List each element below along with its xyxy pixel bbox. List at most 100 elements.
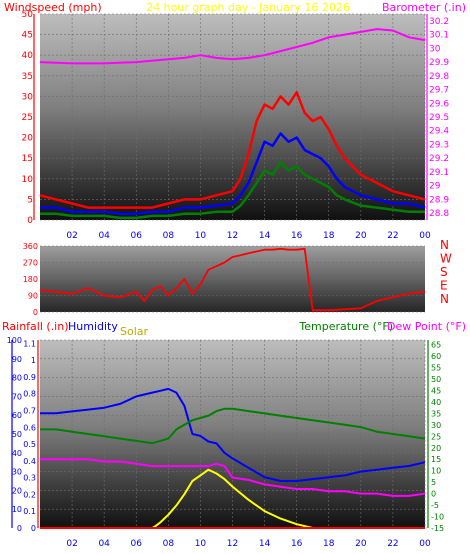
average-line [40, 132, 426, 216]
temperature-tick-label: 0 [431, 490, 436, 499]
weather-x-tick-label: 12 [227, 539, 238, 549]
rainfall-tick-label: 0.9 [23, 373, 36, 382]
temperature-tick-label: 5 [431, 478, 436, 487]
temperature-tick-label: 50 [431, 375, 441, 384]
wind-tick-label: 0 [27, 216, 33, 226]
wind-tick-label: 30 [22, 92, 34, 102]
temperature-line [40, 407, 426, 445]
wind-x-tick-label: 22 [387, 231, 398, 241]
temperature-tick-label: 10 [431, 467, 441, 476]
temperature-tick-label: -5 [431, 501, 439, 510]
humidity-tick-label: 50 [12, 430, 22, 439]
barometer-tick-label: 29.7 [429, 86, 449, 96]
barometer-tick-label: 29.6 [429, 99, 449, 109]
barometer-tick-label: 30.1 [429, 31, 449, 41]
barometer-tick-label: 30.2 [429, 17, 449, 27]
direction-tick-label: 270 [23, 259, 38, 268]
weather-x-tick-label: 14 [259, 539, 271, 549]
barometer-tick-label: 29.2 [429, 154, 449, 164]
temperature-tick-label: 60 [431, 352, 441, 361]
wind-tick-label: 25 [22, 113, 33, 123]
temperature-tick-label: 20 [431, 444, 441, 453]
wind-tick-label: 20 [22, 134, 34, 144]
rainfall-tick-label: 0.6 [23, 423, 36, 432]
humidity-tick-label: 40 [12, 449, 22, 458]
barometer-tick-label: 29 [429, 182, 441, 192]
direction-tick-label: 0 [33, 308, 38, 317]
barometer-line [39, 28, 426, 65]
temperature-tick-label: 25 [431, 432, 441, 441]
rainfall-tick-label: 0.5 [23, 440, 36, 449]
rainfall-tick-label: 0.4 [23, 457, 36, 466]
wind-tick-label: 10 [22, 175, 34, 185]
weather-x-tick-label: 02 [66, 539, 77, 549]
wind-grid [40, 13, 426, 221]
solar-line [40, 468, 425, 529]
weather-x-tick-label: 16 [291, 539, 303, 549]
wind-x-tick-label: 18 [323, 231, 335, 241]
wind-tick-label: 35 [22, 72, 33, 82]
temperature-tick-label: 45 [431, 386, 441, 395]
wind-x-tick-label: 14 [259, 231, 271, 241]
temperature-tick-label: -10 [431, 513, 444, 522]
humidity-tick-label: 0 [17, 524, 22, 533]
barometer-tick-label: 29.4 [429, 127, 449, 137]
humidity-tick-label: 100 [7, 336, 22, 345]
gust-line [39, 91, 426, 209]
rainfall-tick-label: 0.3 [23, 474, 36, 483]
compass-label: W [440, 252, 452, 266]
humidity-tick-label: 10 [12, 505, 22, 514]
wind-tick-label: 45 [22, 31, 33, 41]
humidity-tick-label: 70 [12, 392, 22, 401]
direction-tick-label: 360 [23, 242, 38, 251]
rainfall-tick-label: 0 [31, 524, 36, 533]
wind-x-tick-label: 12 [227, 231, 238, 241]
weather-x-tick-label: 00 [419, 539, 431, 549]
compass-label: N [440, 238, 449, 252]
wind-tick-label: 15 [22, 154, 33, 164]
wind-axis-title: Windspeed (mph) [4, 1, 102, 14]
weather-x-tick-label: 20 [355, 539, 367, 549]
temperature-tick-label: 15 [431, 455, 441, 464]
weather-x-tick-label: 10 [195, 539, 207, 549]
wind-tick-label: 40 [22, 51, 34, 61]
weather-x-tick-label: 18 [323, 539, 335, 549]
wind-x-tick-label: 00 [419, 231, 431, 241]
temperature-tick-label: -15 [431, 524, 444, 533]
direction-tick-label: 90 [28, 292, 38, 301]
wind-x-tick-label: 10 [195, 231, 207, 241]
barometer-axis-title: Barometer (.in) [382, 1, 466, 14]
humidity-line [40, 387, 426, 482]
rainfall-tick-label: 0.7 [23, 407, 36, 416]
humidity-tick-label: 60 [12, 411, 22, 420]
weather-x-tick-label: 04 [98, 539, 110, 549]
rainfall-tick-label: 0.2 [23, 490, 36, 499]
temperature-tick-label: 55 [431, 364, 441, 373]
wind-x-tick-label: 06 [131, 231, 143, 241]
wind-x-tick-label: 20 [355, 231, 367, 241]
wind-x-tick-label: 16 [291, 231, 303, 241]
rainfall-tick-label: 0.8 [23, 390, 36, 399]
wind-axis-ticks: 0 5 10 15 20 25 30 35 40 45 50 28.8 28.9 29 29.1 29.2 29… [22, 10, 450, 241]
wind-x-tick-label: 08 [163, 231, 175, 241]
wind-x-tick-label: 02 [66, 231, 77, 241]
humidity-tick-label: 30 [12, 468, 22, 477]
barometer-tick-label: 29.9 [429, 58, 449, 68]
low-line [40, 161, 425, 220]
barometer-tick-label: 30 [429, 44, 441, 54]
temperature-tick-label: 65 [431, 341, 441, 350]
compass-label: N [440, 292, 449, 306]
temperature-tick-label: 30 [431, 421, 441, 430]
wind-tick-label: 50 [22, 10, 34, 20]
barometer-tick-label: 29.5 [429, 113, 449, 123]
rainfall-tick-label: 1 [31, 356, 36, 365]
chart-title: 24 hour graph day - January 16 2026 [146, 1, 350, 14]
compass-label: S [440, 265, 448, 279]
wind-series [39, 28, 426, 220]
dewpoint-axis-title: Dew Point (°F) [387, 320, 466, 333]
temperature-axis-title: Temperature (°F) [298, 320, 393, 333]
compass-label: E [440, 279, 448, 293]
weather-axis-ticks: 010203040506070809010000.10.20.30.40.50.… [7, 336, 444, 549]
